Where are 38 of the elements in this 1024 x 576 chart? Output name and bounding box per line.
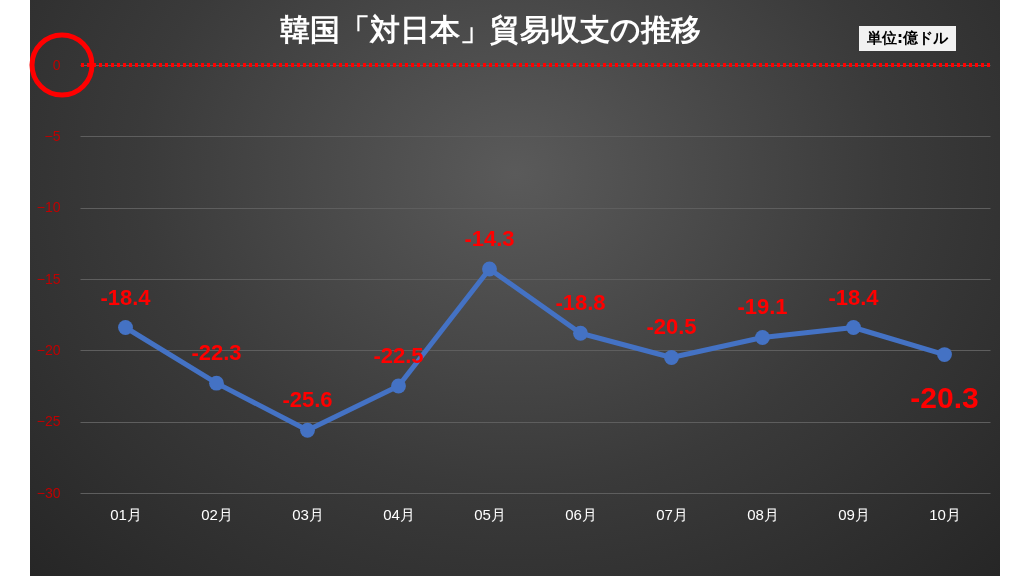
x-tick-label: 04月: [383, 505, 415, 523]
data-label: -20.3: [910, 380, 979, 414]
y-tick-label: 0: [52, 56, 61, 73]
data-label: -18.4: [828, 284, 880, 310]
x-tick-label: 03月: [292, 505, 324, 523]
x-tick-label: 07月: [656, 505, 688, 523]
point: [664, 350, 679, 365]
y-tick-label: −15: [36, 270, 61, 287]
data-label: -14.3: [464, 226, 515, 252]
point: [755, 330, 770, 345]
point: [209, 375, 224, 391]
data-label: -18.4: [100, 284, 152, 310]
x-tick-label: 01月: [110, 505, 142, 523]
data-label: -25.6: [282, 387, 333, 413]
y-tick-label: −10: [36, 199, 61, 216]
data-label: -20.5: [646, 314, 697, 340]
y-tick-label: −30: [36, 484, 61, 501]
point: [391, 378, 406, 394]
x-tick-label: 06月: [565, 505, 597, 523]
y-tick-label: −25: [36, 413, 61, 430]
x-tick-label: 05月: [474, 505, 506, 523]
chart-title: 韓国「対日本」貿易収支の推移: [279, 12, 701, 47]
point: [300, 422, 315, 438]
x-tick-label: 02月: [201, 505, 233, 523]
y-tick-label: −20: [36, 341, 61, 358]
point: [937, 347, 952, 363]
data-label: -18.8: [555, 290, 606, 316]
point: [118, 320, 133, 335]
data-label: -19.1: [737, 294, 788, 320]
y-tick-label: −5: [44, 127, 61, 144]
x-tick-label: 09月: [838, 505, 870, 523]
x-tick-label: 08月: [747, 505, 779, 523]
text: 単位:億ドル: [859, 26, 956, 51]
point: [846, 320, 861, 335]
data-label: -22.3: [191, 340, 242, 366]
point: [573, 325, 588, 341]
point: [482, 261, 497, 277]
x-tick-label: 10月: [929, 505, 961, 523]
